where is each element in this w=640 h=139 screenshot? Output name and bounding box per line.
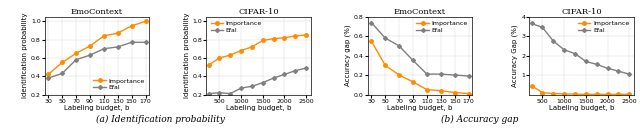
Title: EmoContext: EmoContext [394, 8, 446, 16]
Legend: Importance, Efal: Importance, Efal [415, 20, 469, 34]
X-axis label: Labeling budget, b: Labeling budget, b [549, 105, 614, 111]
Y-axis label: Accuracy Gap (%): Accuracy Gap (%) [512, 24, 518, 87]
X-axis label: Labeling budget, b: Labeling budget, b [226, 105, 291, 111]
Text: (a) Identification probability: (a) Identification probability [95, 115, 225, 124]
Text: (b) Accuracy gap: (b) Accuracy gap [442, 115, 518, 124]
Legend: Importance, Efal: Importance, Efal [209, 20, 263, 34]
Title: CIFAR-10: CIFAR-10 [561, 8, 602, 16]
Y-axis label: Identification probability: Identification probability [184, 13, 189, 98]
Y-axis label: Identification probability: Identification probability [22, 13, 28, 98]
X-axis label: Labeling budget, b: Labeling budget, b [64, 105, 129, 111]
Legend: Importance, Efal: Importance, Efal [577, 20, 630, 34]
X-axis label: Labeling budget, b: Labeling budget, b [387, 105, 452, 111]
Title: EmoContext: EmoContext [71, 8, 123, 16]
Legend: Importance, Efal: Importance, Efal [92, 77, 146, 91]
Y-axis label: Accuracy gap (%): Accuracy gap (%) [344, 25, 351, 86]
Title: CIFAR-10: CIFAR-10 [238, 8, 279, 16]
